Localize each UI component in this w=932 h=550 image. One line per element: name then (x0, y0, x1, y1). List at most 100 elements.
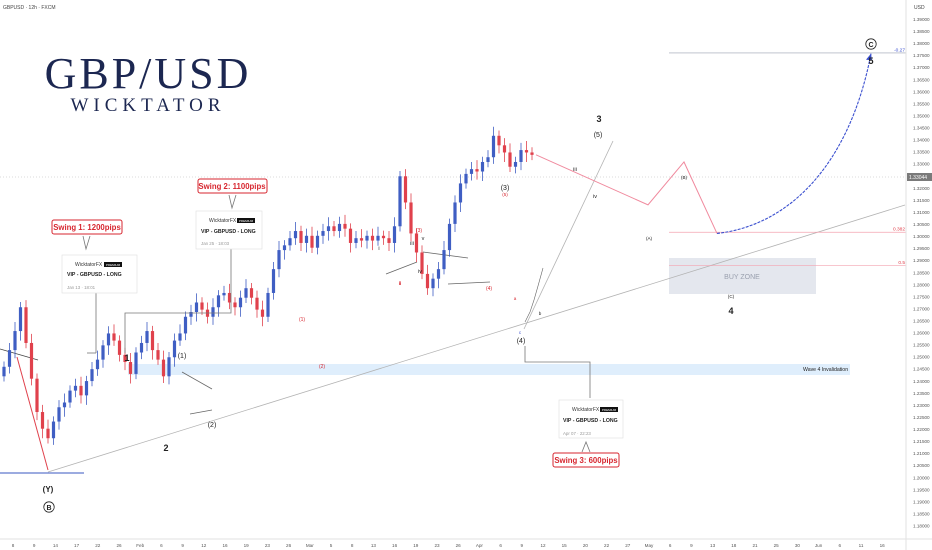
iv-triangle-bot[interactable] (447, 281, 491, 285)
y-tick-label: 1.20500 (913, 463, 930, 468)
candle-body (403, 176, 408, 203)
candle-body (420, 252, 424, 274)
x-axis[interactable]: 8 9 14 17 22 26 Feb 6 9 12 16 19 23 26 Mar 5 8 13 16 19 23 26… (0, 538, 932, 548)
candle-body (139, 342, 144, 353)
candle-body (381, 235, 386, 239)
candle-body (332, 226, 336, 232)
y-tick-label: 1.31000 (913, 210, 930, 215)
callout-account: WicktatorFX (572, 407, 600, 413)
y-tick-label: 1.23500 (913, 391, 930, 396)
candle-body (222, 292, 226, 296)
candle-body (79, 385, 83, 396)
x-tick-label: 21 (752, 543, 758, 548)
buy-zone-rect[interactable] (669, 258, 816, 294)
candle-body (337, 223, 342, 232)
callout-swing1[interactable]: Swing 1: 1200pips WicktatorFX PREMIUM VI… (51, 219, 138, 294)
watermark-brand: WICKTATOR (70, 95, 225, 116)
candle-body (502, 145, 507, 153)
wave-label: (C) (728, 294, 735, 299)
wave-label: (1) (299, 317, 305, 323)
candle-body (29, 342, 34, 379)
main-trendline[interactable] (47, 204, 906, 473)
wave-label: v (422, 236, 425, 242)
y-tick-label: 1.21000 (913, 451, 930, 456)
y-tick-label: 1.25000 (913, 355, 930, 360)
candle-body (260, 309, 265, 317)
candle-body (73, 385, 78, 391)
callout-swing3[interactable]: WicktatorFX PREMIUM VIP - GBPUSD - LONG … (552, 399, 624, 468)
y-tick-label: 1.38500 (913, 29, 930, 34)
wave-label: b (539, 311, 542, 316)
wave-label: B (46, 505, 51, 512)
candle-body (244, 288, 248, 298)
y-tick-label: 1.39000 (913, 17, 930, 22)
y-tick-label: 1.32000 (913, 186, 930, 191)
wave-label: (Y) (43, 485, 54, 494)
x-tick-label: 9 (521, 543, 524, 548)
wave-label: 5 (868, 56, 873, 66)
x-tick-label: 16 (392, 543, 398, 548)
x-tick-label: 12 (540, 543, 546, 548)
y-tick-label: 1.23000 (913, 403, 930, 408)
candle-body (354, 238, 358, 243)
candle-body (189, 312, 193, 317)
candle-body (282, 245, 287, 251)
y-tick-label: 1.25500 (913, 343, 930, 348)
callout-signal: VIP - GBPUSD - LONG (67, 272, 122, 278)
callout-swing2[interactable]: Swing 2: 1100pips WicktatorFX PREMIUM VI… (195, 178, 268, 250)
wave2-wedge-top[interactable] (181, 371, 213, 390)
candle-body (2, 366, 6, 377)
candle-body (95, 359, 100, 370)
invalidation-band (128, 364, 850, 375)
candle-body (392, 226, 397, 243)
wave-label: ii (399, 281, 401, 286)
wave-label: 1 (124, 353, 129, 363)
x-tick-label: May (645, 543, 654, 548)
y-tick-label: 1.28000 (913, 282, 930, 287)
callout-badge: PREMIUM (602, 408, 617, 412)
callout-date: Jan 13 · 18:01 (67, 285, 96, 290)
wave-label: ii (399, 281, 401, 287)
y-tick-label: 1.38000 (913, 41, 930, 46)
candle-body (524, 150, 529, 153)
wave-label: (3) (501, 185, 510, 192)
y-tick-label: 1.31500 (913, 198, 930, 203)
y-tick-label: 1.37000 (913, 65, 930, 70)
wave-circle-C (865, 38, 877, 50)
callout-title: Swing 1: 1200pips (53, 223, 121, 232)
candle-body (431, 278, 435, 289)
candle-body (299, 231, 303, 243)
y-tick-label: 1.33000 (913, 162, 930, 167)
x-tick-label: 17 (74, 543, 80, 548)
candle-body (161, 359, 166, 377)
wave-label: (4) (517, 338, 526, 345)
candle-body (425, 273, 430, 289)
candle-body (486, 157, 490, 162)
candle-body (123, 354, 127, 363)
candle-body (475, 169, 479, 172)
x-tick-label: 6 (839, 543, 842, 548)
level-label-fib-0.382: 0.382 (893, 227, 905, 233)
y-tick-label: 1.29500 (913, 246, 930, 251)
ii-wedge-line[interactable] (385, 261, 418, 275)
callout-badge: PREMIUM (239, 219, 254, 223)
wave2-wedge-bot[interactable] (189, 409, 213, 415)
x-tick-label: 22 (95, 543, 101, 548)
candle-body (128, 362, 133, 374)
candle-body (134, 352, 138, 374)
x-tick-label: 19 (413, 543, 419, 548)
candle-body (409, 202, 413, 234)
y-tick-label: 1.22500 (913, 415, 930, 420)
x-tick-label: 23 (434, 543, 440, 548)
x-tick-label: 6 (669, 543, 672, 548)
candle-body (458, 183, 463, 203)
wave3-channel-line[interactable] (523, 140, 614, 330)
candle-body (13, 331, 17, 351)
y-tick-label: 1.35500 (913, 101, 930, 106)
x-tick-label: 9 (33, 543, 36, 548)
y-axis[interactable]: 1.39000 1.38500 1.38000 1.37500 1.37000 1.365… (905, 0, 930, 550)
callout-account: WicktatorFX (75, 262, 103, 268)
y-tick-label: 1.22000 (913, 427, 930, 432)
wave-label: (B) (681, 175, 688, 180)
